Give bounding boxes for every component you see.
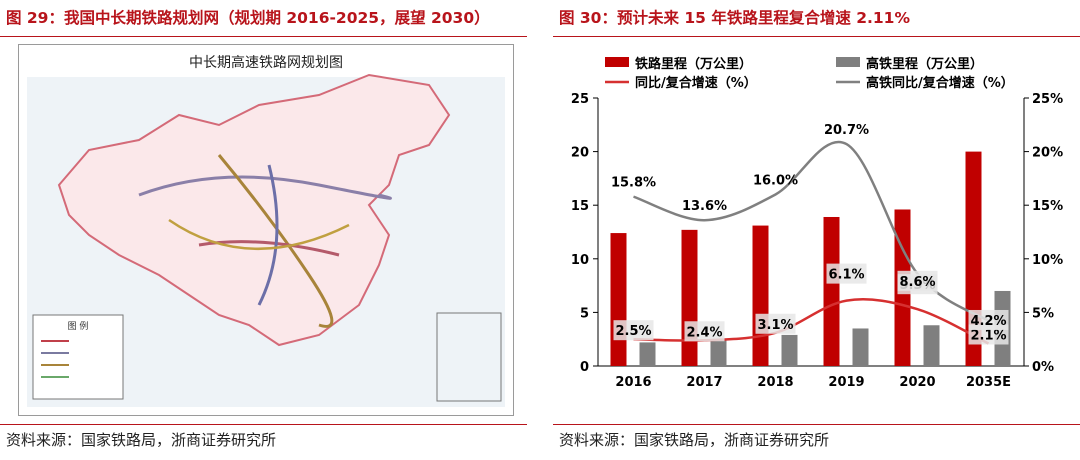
data-label-railway-growth: 3.1% [757,318,793,333]
left-figure-source: 资料来源：国家铁路局，浙商证券研究所 [6,431,277,449]
data-label-bg [897,270,938,291]
data-label-highspeed-growth: 16.0% [753,173,798,188]
rail-line-2 [217,154,334,328]
south-sea-inset [436,312,502,402]
mileage-chart: 铁路里程（万公里） 高铁里程（万公里） 同比/复合增速（%） 高铁同比/复合增速（%）… [571,56,1063,390]
bar-highspeed [852,328,869,366]
left-title-rule [0,36,527,37]
data-label-bg [684,321,725,342]
left-figure-title: 图 29：我国中长期铁路规划网（规划期 2016-2025，展望 2030） [6,9,490,27]
railway-map: 中长期高速铁路网规划图 图 例 [18,44,514,416]
bar-highspeed [639,342,656,366]
data-label-highspeed-growth: 20.7% [824,123,869,138]
right-figure-title: 图 30：预计未来 15 年铁路里程复合增速 2.11% [559,9,910,27]
rail-line-4 [257,164,279,306]
bar-highspeed [781,334,798,366]
railway-map-graphic: 中长期高速铁路网规划图 图 例 [27,54,505,407]
bar-railway [752,225,769,366]
x-tick-label: 2019 [828,375,864,390]
legend-label-2: 高铁里程（万公里） [866,56,983,72]
map-title: 中长期高速铁路网规划图 [189,54,343,71]
data-label-bg [613,320,654,341]
rail-line-3 [198,240,340,257]
legend-label-3: 同比/复合增速（%） [635,75,757,91]
y-right-tick-label: 0% [1032,360,1054,375]
right-figure-panel: 图 30：预计未来 15 年铁路里程复合增速 2.11% 铁路里程（万公里） 高铁… [553,0,1080,460]
y-right-tick-label: 10% [1032,253,1063,268]
map-legend-box [32,314,124,400]
rail-line-5 [168,218,350,251]
china-outline [57,73,451,347]
x-tick-label: 2017 [686,375,722,390]
y-right-tick-label: 5% [1032,306,1054,321]
data-label-highspeed-growth: 13.6% [682,199,727,214]
data-label-bg [755,313,796,334]
x-tick-label: 2018 [757,375,793,390]
rail-line-1 [138,175,392,200]
legend-swatch-2 [836,57,860,67]
map-legend-heading: 图 例 [68,320,89,332]
y-right-tick-label: 20% [1032,146,1063,161]
y-left-tick-label: 10 [571,253,589,268]
legend-swatch-1 [605,57,629,67]
bar-railway [681,229,698,366]
data-label-railway-growth: 2.1% [970,328,1006,343]
left-figure-panel: 图 29：我国中长期铁路规划网（规划期 2016-2025，展望 2030） 中… [0,0,527,460]
data-label-bg [826,263,867,284]
data-label-highspeed-growth: 8.6% [899,275,935,290]
data-label-railway-growth: 6.1% [828,268,864,283]
y-left-tick-label: 15 [571,199,589,214]
y-left-tick-label: 0 [580,360,589,375]
data-label-highspeed-growth: 4.2% [970,314,1006,329]
y-right-tick-label: 15% [1032,199,1063,214]
bar-railway [823,216,840,366]
right-figure-source: 资料来源：国家铁路局，浙商证券研究所 [559,431,830,449]
y-right-tick-label: 25% [1032,92,1063,107]
y-left-tick-label: 20 [571,146,589,161]
data-label-railway-growth: 2.5% [615,324,651,339]
right-title-rule [553,36,1080,37]
legend-label-4: 高铁同比/复合增速（%） [866,75,1014,91]
bar-highspeed [710,339,727,366]
x-tick-label: 2035E [966,375,1011,390]
bar-highspeed [923,325,940,366]
y-left-tick-label: 5 [580,306,589,321]
legend-label-1: 铁路里程（万公里） [634,56,752,72]
bar-railway [610,233,627,366]
x-tick-label: 2016 [615,375,651,390]
x-tick-label: 2020 [899,375,935,390]
data-label-railway-growth: 2.4% [686,325,722,340]
data-label-highspeed-growth: 15.8% [611,176,656,191]
right-source-rule [553,424,1080,425]
data-label-bg [968,309,1009,330]
left-source-rule [0,424,527,425]
y-left-tick-label: 25 [571,92,589,107]
